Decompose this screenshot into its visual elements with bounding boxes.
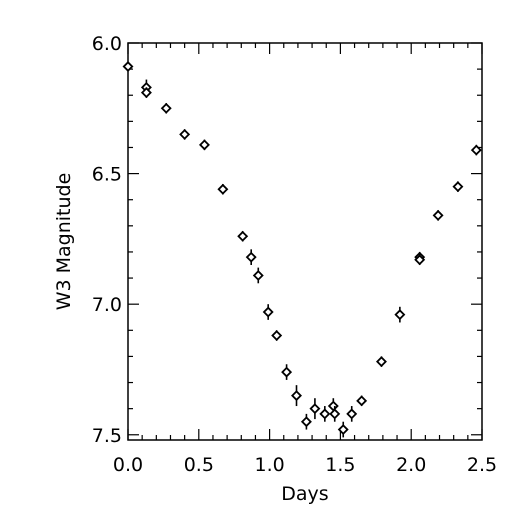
data-point (262, 304, 274, 320)
diamond-marker (329, 408, 341, 420)
axis-ticks (127, 42, 483, 440)
diamond-marker (346, 408, 358, 420)
diamond-marker (356, 395, 368, 407)
data-point (346, 406, 358, 422)
data-point (309, 398, 321, 420)
x-tick-label: 0.5 (184, 454, 214, 476)
data-points (122, 61, 482, 438)
diamond-marker (140, 87, 152, 99)
y-axis-title: W3 Magnitude (53, 173, 75, 311)
diamond-marker (271, 330, 283, 341)
y-tick-label: 6.0 (92, 33, 122, 55)
data-point (337, 421, 349, 438)
diamond-marker (300, 416, 312, 428)
x-tick-label: 1.5 (325, 454, 355, 476)
diamond-marker (319, 408, 331, 420)
diamond-marker (470, 144, 482, 156)
diamond-marker (452, 181, 464, 193)
diamond-marker (414, 254, 426, 266)
diamond-marker (394, 309, 406, 321)
diamond-marker (291, 390, 302, 402)
diamond-marker (252, 269, 264, 281)
data-point (122, 61, 134, 72)
diamond-marker (327, 400, 339, 412)
diamond-marker (432, 209, 444, 221)
plot-frame (127, 42, 483, 441)
data-point (291, 385, 302, 407)
x-tick-label: 0.0 (113, 454, 143, 476)
data-point (414, 254, 426, 266)
data-point (237, 230, 249, 242)
data-point (329, 406, 341, 422)
data-point (300, 413, 312, 430)
diamond-marker (337, 424, 349, 436)
y-tick-label: 6.5 (92, 164, 122, 186)
data-point (140, 87, 152, 99)
diamond-marker (309, 403, 321, 415)
diamond-marker (122, 61, 134, 72)
diamond-marker (160, 102, 172, 114)
diamond-marker (262, 306, 274, 318)
x-tick-label: 2.0 (396, 454, 426, 476)
diamond-marker (237, 230, 249, 242)
diamond-marker (179, 128, 191, 140)
data-point (470, 144, 482, 156)
data-point (198, 139, 210, 151)
data-point (271, 330, 283, 341)
data-point (281, 364, 293, 380)
axis-tick-labels: 0.0 0.5 1.0 1.5 2.0 2.5 6.0 6.5 7.0 7.5 (92, 33, 497, 476)
data-point (356, 395, 368, 407)
diamond-marker (281, 366, 293, 378)
x-tick-label: 1.0 (254, 454, 284, 476)
data-point (319, 406, 331, 422)
diamond-marker (375, 356, 387, 368)
y-tick-label: 7.0 (92, 294, 122, 316)
diamond-marker (245, 251, 257, 263)
data-point (252, 267, 264, 284)
x-tick-label: 2.5 (467, 454, 497, 476)
data-point (160, 102, 172, 114)
diamond-marker (217, 183, 229, 195)
data-point (375, 356, 387, 368)
x-axis-title: Days (281, 483, 328, 505)
data-point (245, 249, 257, 266)
data-point (179, 128, 191, 140)
data-point (452, 181, 464, 193)
data-point (217, 183, 229, 195)
data-point (394, 306, 406, 323)
data-point (432, 209, 444, 221)
y-tick-label: 7.5 (92, 425, 122, 447)
diamond-marker (198, 139, 210, 151)
